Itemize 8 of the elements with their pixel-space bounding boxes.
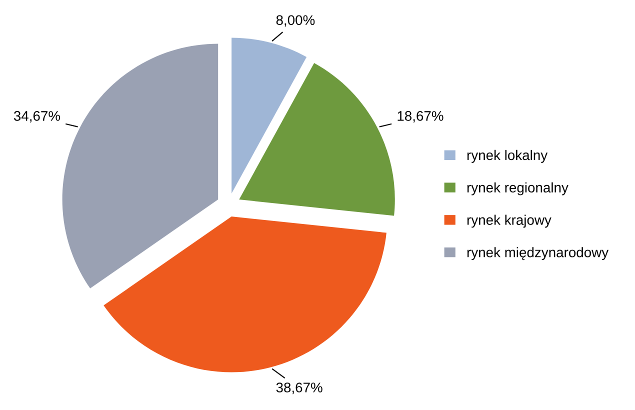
data-label: 38,67% <box>276 382 322 394</box>
legend-label: rynek lokalny <box>467 150 548 163</box>
data-label: 18,67% <box>398 111 444 123</box>
data-label: 34,67% <box>14 111 60 123</box>
legend-label: rynek międzynarodowy <box>467 247 609 260</box>
legend-label: rynek krajowy <box>467 214 552 228</box>
data-label: 8,00% <box>276 15 315 27</box>
legend-label: rynek regionalny <box>467 182 568 196</box>
